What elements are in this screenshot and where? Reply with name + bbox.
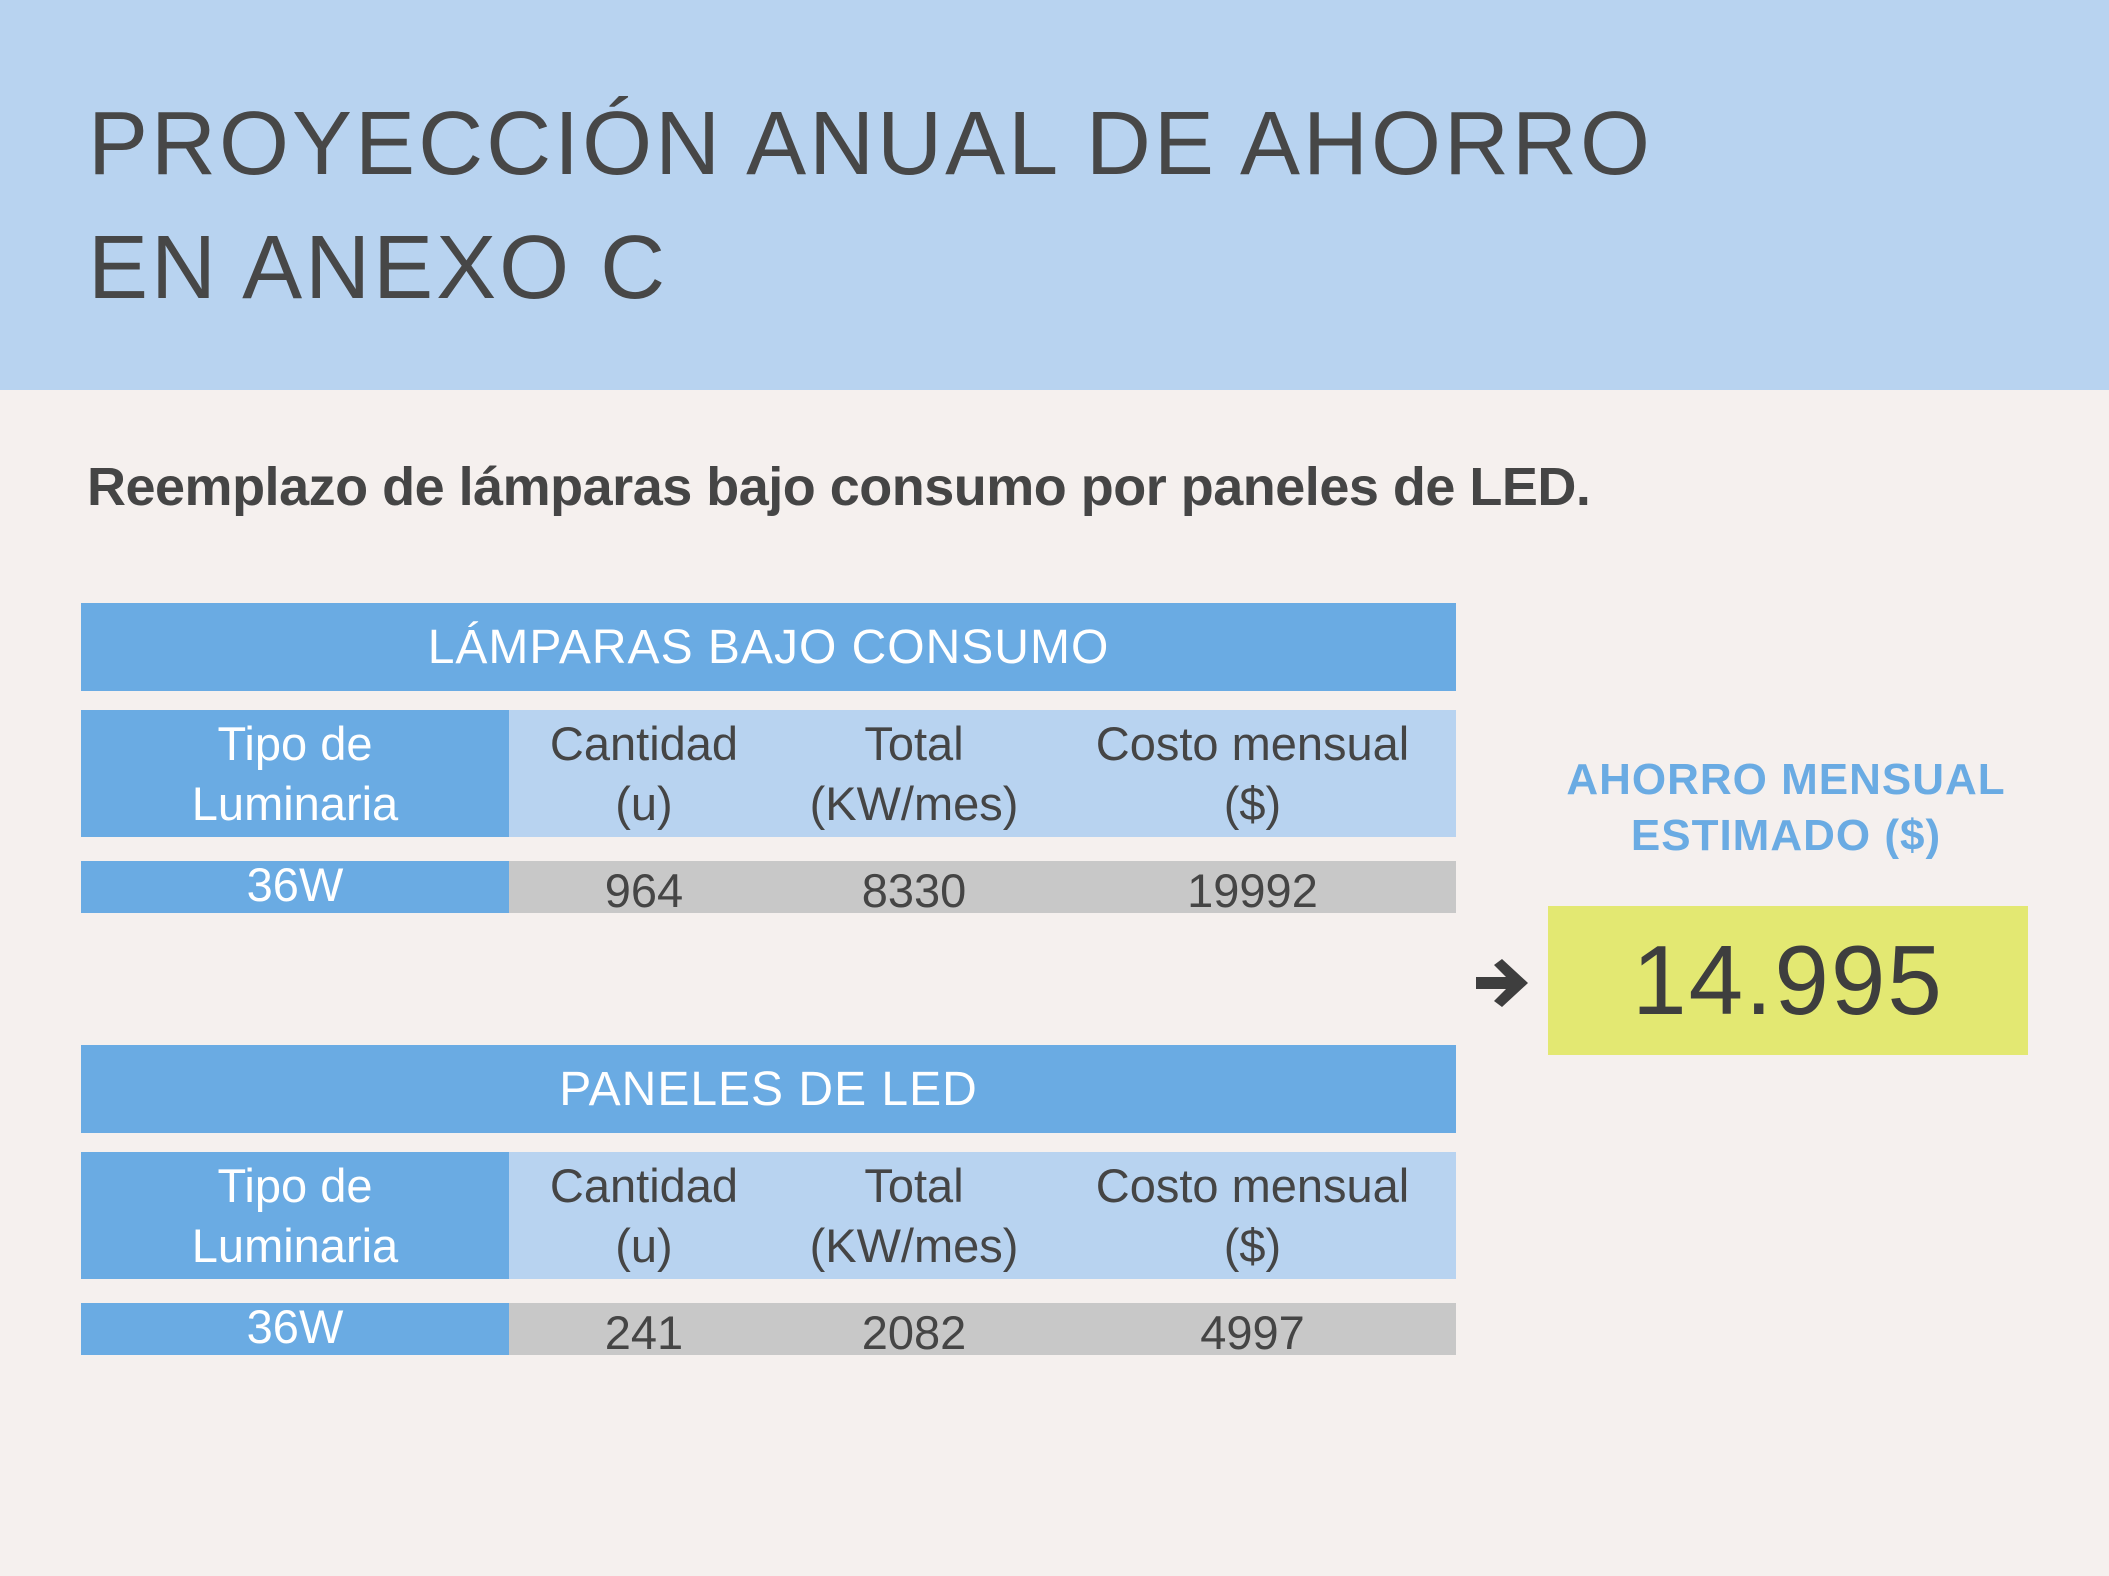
column-header-total-line1: Total [864,716,964,770]
column-header-row: Tipo de Luminaria Cantidad (u) Total (KW/me… [81,1152,1456,1279]
column-header-tipo-line1: Tipo de [217,1158,373,1212]
column-header-costo-line2: ($) [1223,1218,1282,1272]
column-header-cantidad-line1: Cantidad [549,1158,739,1212]
column-header-costo-line2: ($) [1223,776,1282,830]
saving-label: AHORRO MENSUAL ESTIMADO ($) [1530,752,2042,864]
column-header-total-line2: (KW/mes) [809,776,1019,830]
page-title: PROYECCIÓN ANUAL DE AHORRO EN ANEXO C [88,82,1653,330]
column-header-total: Total (KW/mes) [779,710,1049,837]
column-header-total: Total (KW/mes) [779,1152,1049,1279]
table-heading: LÁMPARAS BAJO CONSUMO [81,603,1456,691]
saving-label-line1: AHORRO MENSUAL [1566,755,2006,804]
cell-tipo: 36W [81,861,509,913]
table-row: 36W 964 8330 19992 [81,861,1456,917]
cell-tipo: 36W [81,1303,509,1355]
column-header-cantidad: Cantidad (u) [509,1152,779,1279]
column-header-cantidad-line1: Cantidad [549,716,739,770]
column-header-cantidad: Cantidad (u) [509,710,779,837]
title-line-1: PROYECCIÓN ANUAL DE AHORRO [88,94,1653,194]
column-header-costo: Costo mensual ($) [1049,710,1456,837]
cell-costo: 4997 [1200,1305,1305,1359]
title-line-2: EN ANEXO C [88,218,669,318]
column-header-total-line2: (KW/mes) [809,1218,1019,1272]
column-header-cantidad-line2: (u) [615,776,673,830]
subtitle: Reemplazo de lámparas bajo consumo por p… [87,457,1591,517]
table-heading: PANELES DE LED [81,1045,1456,1133]
column-header-row: Tipo de Luminaria Cantidad (u) Total (KW/me… [81,710,1456,837]
column-header-cantidad-line2: (u) [615,1218,673,1272]
column-header-tipo-line2: Luminaria [191,776,399,830]
arrow-right-icon [1476,959,1528,1007]
column-header-costo: Costo mensual ($) [1049,1152,1456,1279]
saving-value: 14.995 [1548,906,2028,1055]
column-header-total-line1: Total [864,1158,964,1212]
cell-cantidad: 964 [604,863,684,917]
column-header-tipo-line1: Tipo de [217,716,373,770]
column-header-tipo-line2: Luminaria [191,1218,399,1272]
saving-label-line2: ESTIMADO ($) [1630,811,1942,860]
cell-cantidad: 241 [604,1305,684,1359]
column-header-costo-line1: Costo mensual [1095,716,1410,770]
cell-total: 2082 [861,1305,967,1359]
header-banner: PROYECCIÓN ANUAL DE AHORRO EN ANEXO C [0,0,2109,390]
column-header-costo-line1: Costo mensual [1095,1158,1410,1212]
table-row: 36W 241 2082 4997 [81,1303,1456,1359]
cell-costo: 19992 [1187,863,1318,917]
column-header-tipo: Tipo de Luminaria [81,710,509,837]
cell-total: 8330 [861,863,967,917]
column-header-tipo: Tipo de Luminaria [81,1152,509,1279]
